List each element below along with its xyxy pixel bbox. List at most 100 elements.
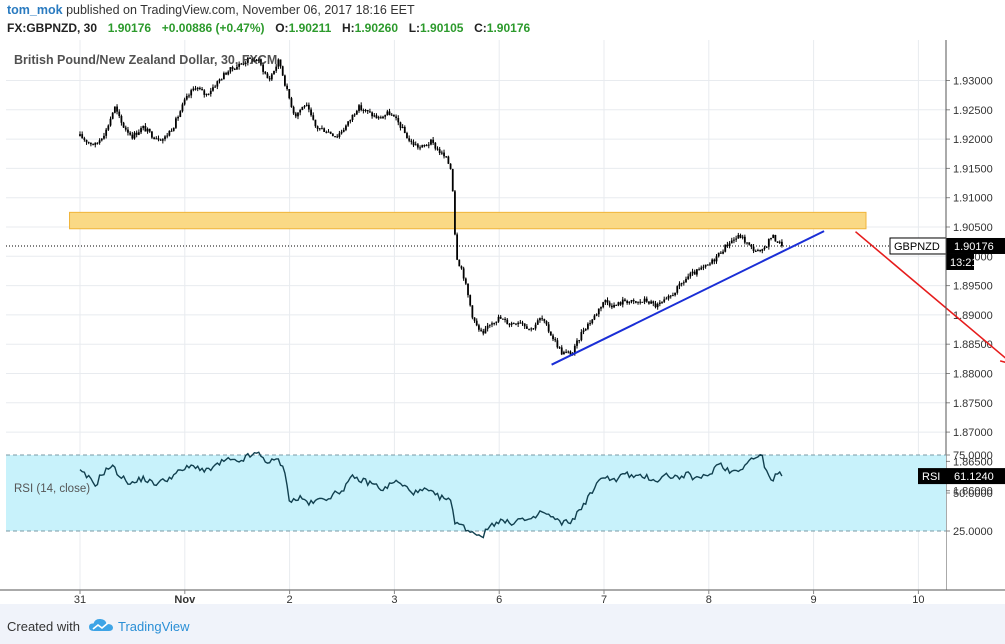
- price-pane[interactable]: 1.93000 1.92500 1.92000 1.91500 1.91000 1.905…: [6, 40, 1005, 590]
- candle-body: [582, 330, 585, 333]
- candle-body: [443, 152, 445, 157]
- tradingview-link[interactable]: TradingView: [118, 619, 190, 634]
- candle-body: [406, 133, 408, 139]
- candle-body: [170, 130, 173, 132]
- candle-body: [107, 125, 110, 130]
- candle-body: [652, 301, 655, 304]
- candle-body: [185, 95, 188, 100]
- time-axis[interactable]: 31 Nov 2 3 6 7 8 9 10: [0, 589, 1005, 604]
- candle-body: [290, 98, 293, 108]
- candle-body: [414, 144, 417, 146]
- candle-body: [175, 118, 177, 128]
- candle-body: [270, 74, 273, 80]
- candle-body: [504, 318, 506, 320]
- candle-body: [166, 135, 169, 137]
- candle-body: [525, 326, 528, 329]
- candle-body: [410, 140, 413, 142]
- candle-body: [338, 133, 341, 137]
- candle-body: [369, 111, 371, 113]
- candle-body: [663, 299, 666, 302]
- time-tick-label: 9: [811, 594, 817, 604]
- symbol-line: FX:GBPNZD, 30: [7, 21, 98, 35]
- candle-body: [682, 282, 685, 284]
- candle-body: [246, 57, 249, 63]
- candle-body: [685, 278, 687, 283]
- candle-body: [377, 117, 380, 119]
- candle-body: [602, 302, 605, 308]
- candle-body: [164, 136, 166, 140]
- time-tick-label: 31: [74, 594, 86, 604]
- candle-body: [255, 59, 258, 62]
- rsi-band: [6, 455, 946, 531]
- candle-body: [759, 250, 762, 252]
- price-tick-label: 1.87000: [953, 427, 993, 439]
- candle-body: [214, 86, 217, 88]
- candle-body: [445, 156, 448, 158]
- support-trendline[interactable]: [551, 230, 825, 366]
- candle-body: [301, 106, 304, 111]
- rsi-pane[interactable]: 75.0000 50.0000 25.0000 RSI (14, close) RSI 6…: [6, 450, 1005, 590]
- candle-body: [427, 144, 430, 146]
- candle-body: [297, 112, 299, 117]
- candle-body: [724, 244, 727, 252]
- rsi-title: RSI (14, close): [14, 483, 90, 495]
- candle-body: [307, 104, 310, 110]
- candle-body: [641, 301, 644, 303]
- candle-body: [347, 121, 350, 126]
- candle-body: [129, 132, 132, 135]
- candle-body: [358, 105, 360, 111]
- candle-body: [597, 308, 600, 315]
- candle-body: [122, 122, 125, 128]
- candle-body: [615, 304, 618, 306]
- candle-body: [146, 128, 149, 132]
- candle-body: [691, 271, 694, 274]
- projection-arrow[interactable]: [855, 231, 1005, 364]
- resistance-zone[interactable]: [69, 211, 867, 230]
- candle-body: [262, 64, 265, 72]
- candle-body: [600, 307, 602, 309]
- candle-body: [360, 105, 363, 111]
- candle-body: [495, 321, 498, 324]
- price-tick-label: 1.91500: [953, 163, 993, 175]
- candle-body: [750, 244, 753, 247]
- created-with-text: Created with: [7, 619, 80, 634]
- candle-body: [735, 238, 738, 240]
- candle-body: [188, 95, 190, 97]
- candle-body: [192, 88, 195, 91]
- candle-body: [403, 126, 406, 134]
- candle-body: [619, 302, 622, 305]
- candle-body: [421, 145, 424, 148]
- countdown-badge: [946, 253, 974, 270]
- candle-body: [312, 115, 315, 120]
- candle-body: [388, 111, 391, 115]
- candle-body: [667, 295, 670, 299]
- candle-body: [135, 132, 138, 135]
- candle-body: [438, 149, 441, 153]
- candle-body: [491, 323, 493, 325]
- chart-area[interactable]: 1.93000 1.92500 1.92000 1.91500 1.91000 1.905…: [0, 40, 1005, 604]
- candle-body: [569, 351, 572, 355]
- rsi-line[interactable]: [79, 451, 783, 539]
- candle-body: [268, 78, 271, 80]
- candle-body: [316, 126, 319, 129]
- candle-body: [757, 250, 759, 252]
- candle-body: [157, 138, 160, 140]
- candle-body: [665, 298, 668, 300]
- candle-body: [144, 125, 147, 132]
- candle-body: [371, 112, 373, 117]
- candle-body: [770, 238, 772, 240]
- candle-body: [573, 345, 576, 354]
- publish-info: tom_mok published on TradingView.com, No…: [7, 3, 415, 17]
- candle-body: [475, 320, 478, 326]
- candle-body: [212, 87, 214, 91]
- candle-body: [752, 246, 755, 251]
- close-label: C:: [474, 21, 487, 35]
- price-tick-label: 1.89500: [953, 281, 993, 293]
- author-link[interactable]: tom_mok: [7, 3, 63, 17]
- candle-body: [222, 73, 225, 80]
- candle-body: [275, 66, 278, 71]
- candle-body: [96, 142, 99, 144]
- candle-body: [776, 241, 779, 243]
- rsi-value-badge: [946, 468, 1005, 485]
- candle-body: [249, 57, 251, 59]
